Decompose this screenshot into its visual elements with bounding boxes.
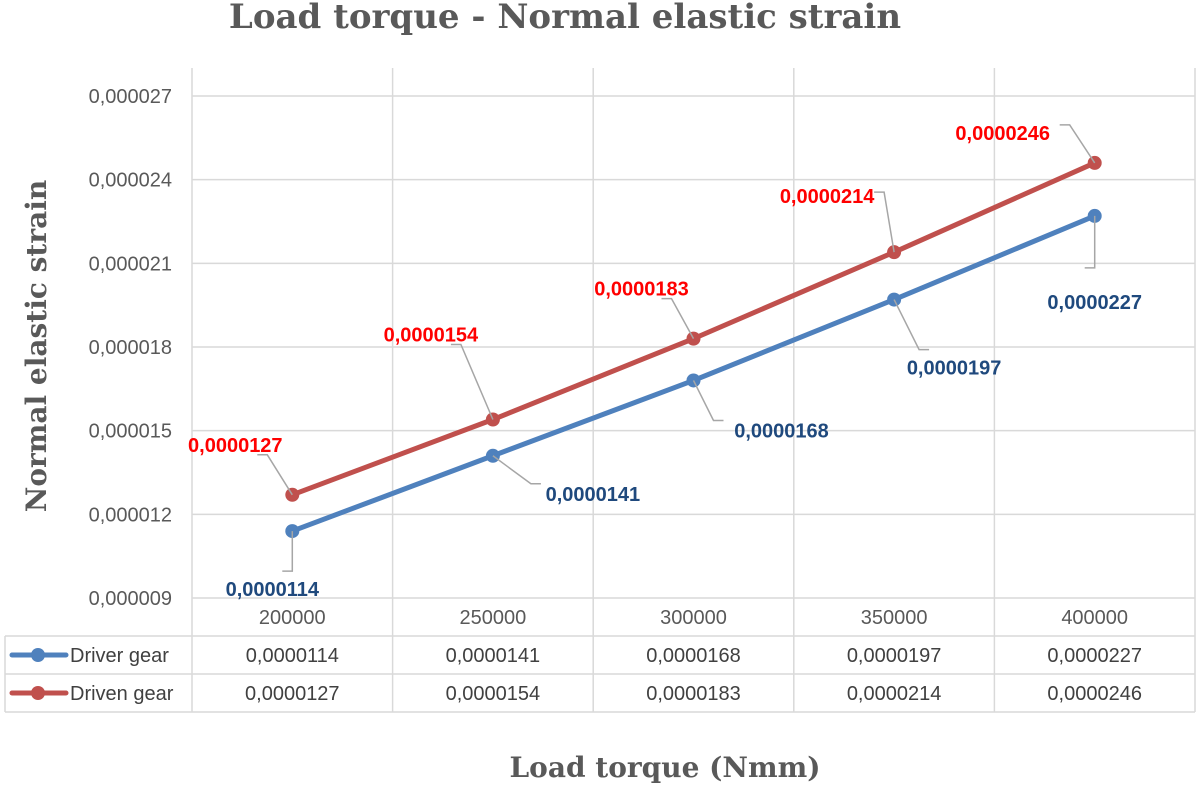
label-leader-line xyxy=(450,343,494,420)
label-leader-line xyxy=(282,531,294,572)
data-label: 0,0000214 xyxy=(780,186,875,208)
legend-label: Driver gear xyxy=(70,645,169,667)
x-tick-label: 350000 xyxy=(861,607,928,629)
data-label: 0,0000227 xyxy=(1047,292,1142,314)
table-cell: 0,0000114 xyxy=(246,645,339,667)
y-tick-label: 0,000021 xyxy=(89,253,172,275)
y-tick-label: 0,000024 xyxy=(89,170,172,192)
table-cell: 0,0000127 xyxy=(245,683,340,705)
data-label: 0,0000154 xyxy=(384,325,479,347)
label-leader-line xyxy=(893,299,930,351)
table-cell: 0,0000183 xyxy=(646,683,741,705)
y-tick-label: 0,000009 xyxy=(89,588,172,610)
table-cell: 0,0000197 xyxy=(847,645,942,667)
data-label: 0,0000127 xyxy=(188,435,283,457)
label-leader-line xyxy=(1084,215,1096,269)
chart-title: Load torque - Normal elastic strain xyxy=(229,0,901,37)
data-label: 0,0000114 xyxy=(226,579,320,601)
data-label: 0,0000168 xyxy=(734,420,829,442)
grid: 0,000009 0,000012 0,000015 0,000018 0,000021… xyxy=(89,68,1196,712)
legend-marker xyxy=(31,686,45,700)
label-leader-line xyxy=(692,380,724,422)
data-label: 0,0000183 xyxy=(594,279,689,301)
table-cell: 0,0000168 xyxy=(646,645,741,667)
data-label: 0,0000246 xyxy=(955,123,1050,145)
legend-label: Driven gear xyxy=(70,683,174,705)
table-cell: 0,0000246 xyxy=(1047,683,1142,705)
label-leader-line xyxy=(257,454,293,496)
table-cell: 0,0000227 xyxy=(1047,645,1142,667)
y-axis-title: Normal elastic strain xyxy=(20,180,53,513)
data-labels: 0,0000114 0,0000141 0,0000168 0,0000197 0,00… xyxy=(188,123,1142,601)
label-leader-line xyxy=(661,297,695,339)
x-tick-label: 400000 xyxy=(1061,607,1128,629)
x-tick-label: 200000 xyxy=(259,607,326,629)
y-tick-label: 0,000015 xyxy=(89,421,172,443)
data-label: 0,0000197 xyxy=(907,358,1002,380)
table-cell: 0,0000214 xyxy=(847,683,942,705)
data-label: 0,0000141 xyxy=(546,484,641,506)
table-cell: 0,0000154 xyxy=(446,683,541,705)
legend-marker xyxy=(31,648,45,662)
y-tick-label: 0,000027 xyxy=(89,86,172,108)
label-leader-line xyxy=(874,191,895,253)
data-table: 200000 250000 300000 350000 400000 Driver gea… xyxy=(4,607,1195,713)
label-leader-line xyxy=(1059,124,1096,164)
x-tick-label: 300000 xyxy=(660,607,727,629)
label-leader-line xyxy=(492,455,541,485)
x-tick-label: 250000 xyxy=(460,607,527,629)
y-tick-label: 0,000018 xyxy=(89,337,172,359)
y-tick-label: 0,000012 xyxy=(89,504,172,526)
x-axis-title: Load torque (Nmm) xyxy=(509,751,820,784)
data-point xyxy=(887,245,902,260)
table-cell: 0,0000141 xyxy=(446,645,541,667)
